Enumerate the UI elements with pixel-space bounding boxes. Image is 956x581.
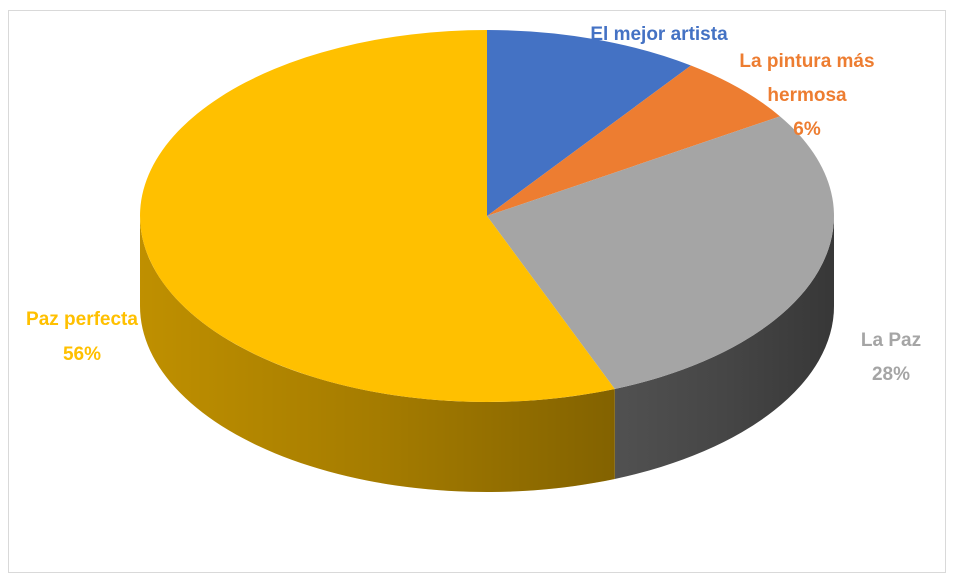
slice-label-text: El mejor artista <box>590 24 728 45</box>
slice-label-text-line2: hermosa <box>767 85 847 106</box>
pie-slice-la-pintura-mas-hermosa <box>487 65 780 217</box>
slice-percent-text: 56% <box>63 344 101 365</box>
slice-percent-text: 10% <box>640 58 678 79</box>
pie-side-shade <box>614 216 834 479</box>
slice-percent-text: 28% <box>872 364 910 385</box>
slice-label-text: Paz perfecta <box>26 309 138 330</box>
slice-label-la-paz: La Paz 28% <box>861 330 921 385</box>
slice-percent-text: 6% <box>793 119 821 140</box>
slice-label-el-mejor-artista: El mejor artista 10% <box>590 24 728 79</box>
pie-slice-la-paz <box>487 116 834 389</box>
slice-label-text-line1: La pintura más <box>739 51 874 72</box>
pie-slice-paz-perfecta <box>140 30 615 402</box>
pie-side-shade <box>140 216 615 493</box>
pie-sides <box>140 216 834 493</box>
pie-tops <box>140 30 834 402</box>
slice-label-la-pintura-mas-hermosa: La pintura más hermosa 6% <box>739 51 874 140</box>
pie-slice-el-mejor-artista <box>487 30 691 216</box>
slice-label-paz-perfecta: Paz perfecta 56% <box>26 309 138 365</box>
slice-label-text: La Paz <box>861 330 921 351</box>
